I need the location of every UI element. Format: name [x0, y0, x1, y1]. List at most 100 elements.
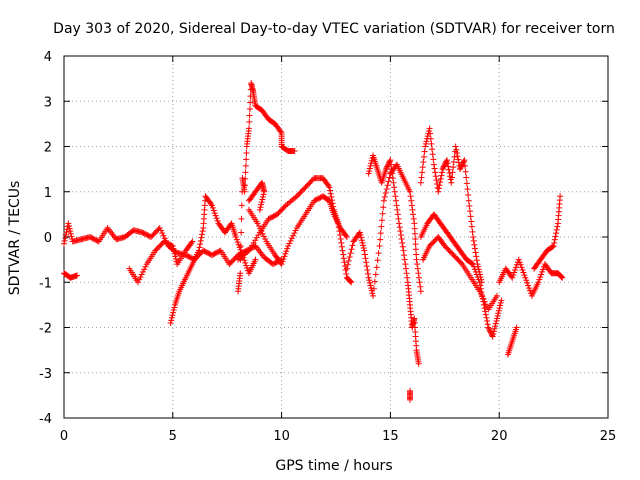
- data-point: [247, 99, 254, 106]
- y-tick-label: 0: [44, 231, 52, 246]
- data-point: [62, 232, 69, 239]
- data-point: [287, 237, 294, 244]
- data-point: [415, 274, 422, 281]
- data-point: [510, 272, 517, 279]
- data-point: [509, 274, 516, 281]
- y-tick-label: -4: [39, 412, 52, 427]
- data-point: [438, 172, 445, 179]
- data-point: [356, 229, 363, 236]
- data-point: [538, 271, 545, 278]
- y-tick-label: 1: [44, 186, 52, 201]
- data-point: [348, 279, 355, 286]
- data-point: [366, 279, 373, 286]
- data-point: [397, 228, 404, 235]
- data-point: [136, 276, 143, 283]
- data-point: [340, 255, 347, 262]
- data-point: [383, 164, 390, 171]
- data-point: [256, 206, 263, 213]
- data-point: [259, 193, 266, 200]
- data-point: [285, 243, 292, 250]
- data-point: [142, 263, 149, 270]
- data-point: [458, 163, 465, 170]
- data-point: [361, 251, 368, 258]
- data-point: [552, 233, 559, 240]
- data-point: [358, 237, 365, 244]
- data-point: [473, 257, 480, 264]
- data-point: [384, 163, 391, 170]
- data-point: [188, 239, 195, 246]
- data-point: [141, 266, 148, 273]
- data-point: [436, 182, 443, 189]
- data-point: [404, 274, 411, 281]
- data-point: [189, 238, 196, 245]
- series-track-b: [61, 270, 81, 281]
- data-point: [363, 259, 370, 266]
- data-point: [341, 259, 348, 266]
- data-point: [195, 247, 202, 254]
- data-point: [237, 243, 244, 250]
- data-point: [411, 220, 418, 227]
- data-point: [471, 263, 478, 270]
- series-track-q: [531, 193, 564, 272]
- data-point: [492, 320, 499, 327]
- data-point: [208, 201, 215, 208]
- data-point: [430, 156, 437, 163]
- data-point: [325, 182, 332, 189]
- y-tick-label: 2: [44, 141, 52, 156]
- data-point: [472, 249, 479, 256]
- data-point: [441, 162, 448, 169]
- data-point: [233, 236, 240, 243]
- data-point: [171, 248, 178, 255]
- data-point: [74, 272, 81, 279]
- data-point: [343, 265, 350, 272]
- data-point: [396, 224, 403, 231]
- data-point: [526, 285, 533, 292]
- data-point: [394, 211, 401, 218]
- data-point: [452, 143, 459, 150]
- data-point: [61, 240, 67, 247]
- data-point: [419, 169, 426, 176]
- data-point: [337, 232, 344, 239]
- data-point: [379, 210, 386, 217]
- data-point: [494, 312, 501, 319]
- data-point: [551, 236, 558, 243]
- data-point: [258, 199, 265, 206]
- data-point: [67, 228, 74, 235]
- data-point: [550, 243, 557, 250]
- data-point: [347, 278, 354, 285]
- data-point: [393, 202, 400, 209]
- data-point: [428, 140, 435, 147]
- data-points: [61, 80, 566, 403]
- data-point: [377, 230, 384, 237]
- data-point: [260, 233, 267, 240]
- data-point: [517, 261, 524, 268]
- data-point: [375, 250, 382, 257]
- data-point: [445, 163, 452, 170]
- data-point: [512, 266, 519, 273]
- data-point: [473, 271, 480, 278]
- data-point: [170, 309, 177, 316]
- data-point: [476, 279, 483, 286]
- data-point: [134, 279, 141, 286]
- data-point: [357, 232, 364, 239]
- data-point: [286, 240, 293, 247]
- series-track-a: [61, 220, 285, 268]
- data-point: [475, 276, 482, 283]
- data-point: [557, 193, 564, 200]
- data-point: [540, 266, 547, 273]
- data-point: [366, 277, 373, 284]
- data-point: [484, 321, 491, 328]
- data-point: [450, 159, 457, 166]
- data-point: [327, 187, 334, 194]
- data-point: [494, 292, 501, 299]
- data-point: [340, 251, 347, 258]
- data-point: [463, 174, 470, 181]
- data-point: [479, 293, 486, 300]
- data-point: [260, 191, 267, 198]
- data-point: [199, 231, 206, 238]
- data-point: [470, 237, 477, 244]
- data-point: [258, 228, 265, 235]
- data-point: [368, 285, 375, 292]
- data-point: [402, 265, 409, 272]
- series-track-d: [167, 193, 259, 326]
